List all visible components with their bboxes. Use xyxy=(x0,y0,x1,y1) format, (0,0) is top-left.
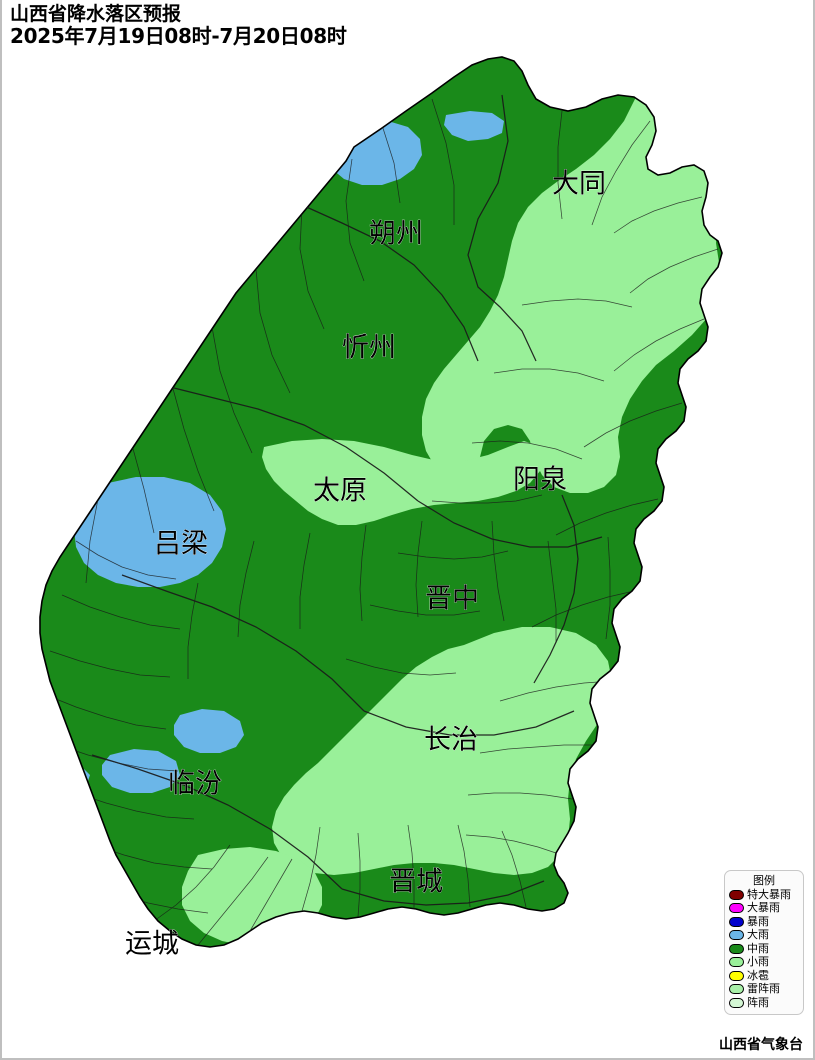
city-label-shuozhou: 朔州 xyxy=(369,219,423,250)
legend-item-extreme-rainstorm: 特大暴雨 xyxy=(729,888,799,902)
legend-title: 图例 xyxy=(753,874,775,887)
province-outline xyxy=(39,56,723,948)
city-label-linfen: 临汾 xyxy=(168,769,222,800)
city-label-xinzhou: 忻州 xyxy=(342,333,396,364)
legend-swatch-shower xyxy=(729,997,744,1008)
legend-swatch-extreme-rainstorm xyxy=(729,889,744,900)
city-label-group: 大同 朔州 忻州 阳泉 太原 吕梁 晋中 长治 临汾 晋城 运城 xyxy=(125,168,607,960)
legend-swatch-hail xyxy=(729,970,744,981)
legend-label-hail: 冰雹 xyxy=(747,968,769,982)
city-label-changzhi: 长治 xyxy=(424,725,478,756)
zone-heavy-rain-luliang xyxy=(74,477,226,587)
legend-label-rainstorm: 暴雨 xyxy=(747,914,769,928)
legend-label-moderate-rain: 中雨 xyxy=(747,941,769,955)
zone-heavy-rain-linfen-a xyxy=(174,709,244,753)
page-title: 山西省降水落区预报 2025年7月19日08时-7月20日08时 xyxy=(10,3,347,49)
precip-fill-layer xyxy=(40,57,722,1015)
zone-heavy-rain-linfen-b xyxy=(102,749,180,793)
city-label-yuncheng: 运城 xyxy=(125,929,179,960)
legend-swatch-thundershower xyxy=(729,984,744,995)
legend-item-rainstorm: 暴雨 xyxy=(729,915,799,929)
legend-label-severe-rainstorm: 大暴雨 xyxy=(747,901,780,915)
legend-label-extreme-rainstorm: 特大暴雨 xyxy=(747,887,791,901)
city-label-luliang: 吕梁 xyxy=(154,529,208,560)
legend-swatch-heavy-rain xyxy=(729,930,744,941)
city-label-jinzhong: 晋中 xyxy=(425,584,479,615)
zone-light-rain-yuncheng-south xyxy=(114,951,274,1015)
city-label-taiyuan: 太原 xyxy=(313,476,367,507)
zone-light-rain-northeast xyxy=(422,83,722,493)
zone-heavy-rain-north-edge xyxy=(444,111,504,141)
legend-label-heavy-rain: 大雨 xyxy=(747,928,769,942)
legend-item-heavy-rain: 大雨 xyxy=(729,929,799,943)
legend-item-light-rain: 小雨 xyxy=(729,956,799,970)
map-svg: 大同 朔州 忻州 阳泉 太原 吕梁 晋中 长治 临汾 晋城 运城 xyxy=(39,56,723,1015)
legend-item-hail: 冰雹 xyxy=(729,969,799,983)
zone-heavy-rain-luliang-west xyxy=(144,229,228,285)
title-line-main: 山西省降水落区预报 xyxy=(10,3,182,25)
legend-label-thundershower: 雷阵雨 xyxy=(747,982,780,996)
title-line-period: 2025年7月19日08时-7月20日08时 xyxy=(10,24,347,49)
legend-label-light-rain: 小雨 xyxy=(747,955,769,969)
legend-label-shower: 阵雨 xyxy=(747,995,769,1009)
legend: 图例 特大暴雨 大暴雨 暴雨 大雨 中雨 小雨 冰雹 xyxy=(724,870,804,1015)
legend-item-severe-rainstorm: 大暴雨 xyxy=(729,902,799,916)
legend-swatch-rainstorm xyxy=(729,916,744,927)
legend-swatch-moderate-rain xyxy=(729,943,744,954)
administrative-boundaries xyxy=(45,94,719,946)
attribution-text: 山西省气象台 xyxy=(719,1037,803,1053)
zone-light-rain-southeast xyxy=(272,627,612,875)
zone-light-rain-taiyuan-basin xyxy=(262,439,542,525)
precipitation-map: 大同 朔州 忻州 阳泉 太原 吕梁 晋中 长治 临汾 晋城 运城 xyxy=(2,55,813,1030)
legend-item-shower: 阵雨 xyxy=(729,996,799,1010)
city-label-jincheng: 晋城 xyxy=(389,867,443,898)
city-label-yangquan: 阳泉 xyxy=(513,465,567,496)
legend-item-moderate-rain: 中雨 xyxy=(729,942,799,956)
legend-swatch-severe-rainstorm xyxy=(729,903,744,914)
city-label-datong: 大同 xyxy=(552,169,606,200)
zone-heavy-rain-west-sliver xyxy=(40,917,62,939)
legend-item-thundershower: 雷阵雨 xyxy=(729,983,799,997)
legend-swatch-light-rain xyxy=(729,957,744,968)
